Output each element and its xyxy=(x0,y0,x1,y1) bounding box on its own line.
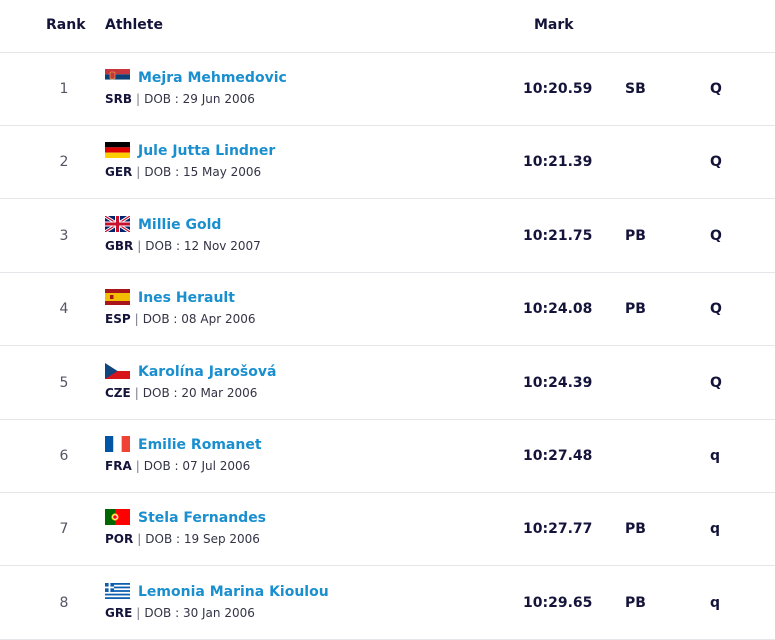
rank-cell: 3 xyxy=(59,228,69,244)
rank-cell: 4 xyxy=(59,301,69,317)
dob-value: 07 Jul 2006 xyxy=(182,459,251,473)
france-flag-icon xyxy=(105,436,130,452)
czechia-flag-icon xyxy=(105,363,130,379)
record-badge: PB xyxy=(625,301,646,317)
dob-value: 08 Apr 2006 xyxy=(181,312,256,326)
qualifier-cell: Q xyxy=(710,81,722,97)
country-code: ESP xyxy=(105,312,131,326)
table-row: 6 Emilie Romanet FRA | DOB : 07 Jul 2006 10:2… xyxy=(0,420,775,493)
athlete-meta: SRB | DOB : 29 Jun 2006 xyxy=(105,92,255,106)
mark-cell: 10:24.08 xyxy=(523,301,593,317)
dob-label: DOB : xyxy=(144,92,183,106)
country-code: GRE xyxy=(105,606,133,620)
athlete-name-link[interactable]: Mejra Mehmedovic xyxy=(138,70,287,86)
dob-value: 29 Jun 2006 xyxy=(182,92,255,106)
table-row: 5 Karolína Jarošová CZE | DOB : 20 Mar 2006 1… xyxy=(0,347,775,420)
rank-cell: 6 xyxy=(59,448,69,464)
qualifier-cell: Q xyxy=(710,154,722,170)
country-code: GER xyxy=(105,165,133,179)
table-row: 1 Mejra Mehmedovic SRB | DOB : 29 Jun 2006 10… xyxy=(0,53,775,126)
table-header: Rank Athlete Mark xyxy=(0,0,775,53)
serbia-flag-icon xyxy=(105,69,130,85)
athlete-name-link[interactable]: Lemonia Marina Kioulou xyxy=(138,584,329,600)
mark-cell: 10:27.48 xyxy=(523,448,593,464)
rank-cell: 5 xyxy=(59,375,69,391)
dob-label: DOB : xyxy=(145,532,184,546)
qualifier-cell: Q xyxy=(710,375,722,391)
dob-value: 12 Nov 2007 xyxy=(183,239,261,253)
country-code: FRA xyxy=(105,459,132,473)
rank-cell: 1 xyxy=(59,81,69,97)
athlete-name-link[interactable]: Jule Jutta Lindner xyxy=(138,143,276,159)
portugal-flag-icon xyxy=(105,509,130,525)
spain-flag-icon xyxy=(105,289,130,305)
athlete-meta: GER | DOB : 15 May 2006 xyxy=(105,165,261,179)
great-britain-flag-icon xyxy=(105,216,130,232)
athlete-name-link[interactable]: Stela Fernandes xyxy=(138,510,267,526)
mark-cell: 10:21.75 xyxy=(523,228,593,244)
dob-value: 19 Sep 2006 xyxy=(183,532,260,546)
rank-cell: 7 xyxy=(59,521,69,537)
table-row: 7 Stela Fernandes POR | DOB : 19 Sep 2006 10:… xyxy=(0,493,775,566)
record-badge: PB xyxy=(625,521,646,537)
germany-flag-icon xyxy=(105,142,130,158)
meta-separator: | xyxy=(136,92,141,106)
table-row: 2 Jule Jutta Lindner GER | DOB : 15 May 2006… xyxy=(0,126,775,199)
dob-label: DOB : xyxy=(142,312,182,326)
record-badge: SB xyxy=(625,81,646,97)
mark-cell: 10:27.77 xyxy=(523,521,593,537)
mark-cell: 10:20.59 xyxy=(523,81,593,97)
dob-label: DOB : xyxy=(145,239,184,253)
record-badge: PB xyxy=(625,595,646,611)
mark-cell: 10:29.65 xyxy=(523,595,593,611)
rank-cell: 2 xyxy=(59,154,69,170)
athlete-meta: CZE | DOB : 20 Mar 2006 xyxy=(105,386,257,400)
dob-label: DOB : xyxy=(142,386,182,400)
dob-value: 30 Jan 2006 xyxy=(182,606,255,620)
country-code: CZE xyxy=(105,386,131,400)
mark-cell: 10:21.39 xyxy=(523,154,593,170)
athlete-meta: POR | DOB : 19 Sep 2006 xyxy=(105,532,260,546)
meta-separator: | xyxy=(136,606,141,620)
qualifier-cell: q xyxy=(710,521,721,537)
mark-cell: 10:24.39 xyxy=(523,375,593,391)
country-code: GBR xyxy=(105,239,134,253)
record-badge: PB xyxy=(625,228,646,244)
qualifier-cell: Q xyxy=(710,301,722,317)
qualifier-cell: q xyxy=(710,595,721,611)
meta-separator: | xyxy=(137,532,142,546)
dob-value: 20 Mar 2006 xyxy=(181,386,258,400)
rank-cell: 8 xyxy=(59,595,69,611)
country-code: POR xyxy=(105,532,134,546)
athlete-name-link[interactable]: Millie Gold xyxy=(138,217,222,233)
mark-column-header: Mark xyxy=(534,17,574,33)
table-row: 4 Ines Herault ESP | DOB : 08 Apr 2006 10:24.… xyxy=(0,273,775,346)
athlete-column-header: Athlete xyxy=(105,17,163,33)
table-row: 8 Lemonia Marina Kioulou GRE | DOB : 30 Jan … xyxy=(0,567,775,640)
table-row: 3 Millie Gold GBR | DOB : 12 Nov 2007 10:21.7… xyxy=(0,200,775,273)
rank-column-header: Rank xyxy=(46,17,86,33)
athlete-name-link[interactable]: Karolína Jarošová xyxy=(138,364,277,380)
qualifier-cell: q xyxy=(710,448,721,464)
athlete-meta: GBR | DOB : 12 Nov 2007 xyxy=(105,239,261,253)
meta-separator: | xyxy=(137,239,142,253)
meta-separator: | xyxy=(135,459,140,473)
meta-separator: | xyxy=(136,165,141,179)
dob-label: DOB : xyxy=(144,606,183,620)
country-code: SRB xyxy=(105,92,133,106)
meta-separator: | xyxy=(134,312,139,326)
dob-value: 15 May 2006 xyxy=(182,165,262,179)
greece-flag-icon xyxy=(105,583,130,599)
athlete-meta: FRA | DOB : 07 Jul 2006 xyxy=(105,459,250,473)
athlete-meta: GRE | DOB : 30 Jan 2006 xyxy=(105,606,255,620)
athlete-name-link[interactable]: Ines Herault xyxy=(138,290,235,306)
athlete-name-link[interactable]: Emilie Romanet xyxy=(138,437,262,453)
athlete-meta: ESP | DOB : 08 Apr 2006 xyxy=(105,312,255,326)
dob-label: DOB : xyxy=(144,165,183,179)
dob-label: DOB : xyxy=(143,459,183,473)
qualifier-cell: Q xyxy=(710,228,722,244)
meta-separator: | xyxy=(134,386,139,400)
